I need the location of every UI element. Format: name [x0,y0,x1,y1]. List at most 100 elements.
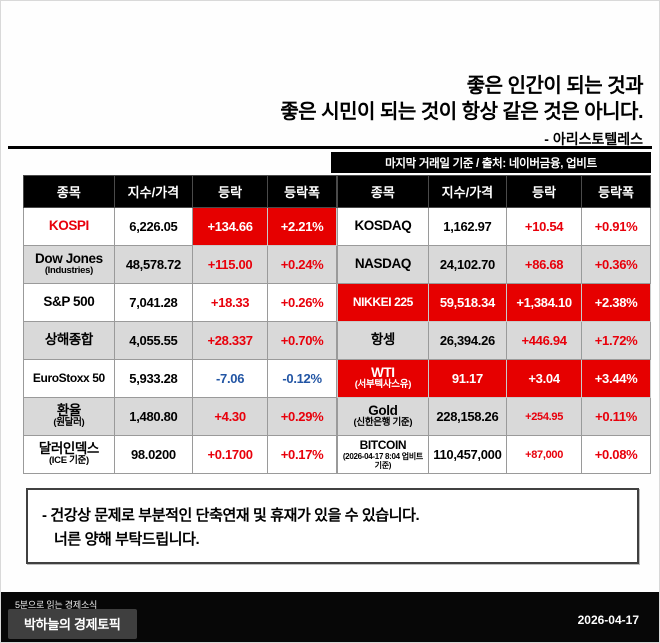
price-cell: 91.17 [427,359,508,398]
instrument-subtitle: (서부텍사스유) [354,379,412,391]
price-cell: 7,041.28 [113,283,194,322]
price-cell: 24,102.70 [427,245,508,284]
change-pct-cell: +0.26% [267,283,337,322]
market-row-kospi: KOSPI 6,226.05 +134.66 +2.21% [23,207,337,246]
left-market-table: 종목 지수/가격 등락 등락폭 KOSPI 6,226.05 +134.66 +… [23,175,337,474]
market-row-dowjones: Dow Jones (Industries) 48,578.72 +115.00… [23,245,337,284]
change-pct-cell: +0.91% [581,207,651,246]
instrument-name: NIKKEI 225 [352,294,413,309]
quote-block: 좋은 인간이 되는 것과 좋은 시민이 되는 것이 항상 같은 것은 아니다. … [280,73,643,149]
change-cell: +86.68 [506,245,583,284]
change-pct-cell: +2.21% [267,207,337,246]
market-row-hangseng: 항셍 26,394.26 +446.94 +1.72% [337,321,651,360]
change-cell: +4.30 [192,397,269,436]
instrument-name: 상해종합 [44,332,93,348]
change-pct-cell: +1.72% [581,321,651,360]
brand-badge: 박하늘의 경제토픽 [8,609,137,639]
quote-attribution: - 아리스토텔레스 [544,130,643,147]
instrument-cell: NIKKEI 225 [337,283,429,322]
change-cell: +28.337 [192,321,269,360]
price-cell: 1,480.80 [113,397,194,436]
change-cell: +254.95 [506,397,583,436]
change-cell: +115.00 [192,245,269,284]
price-cell: 26,394.26 [427,321,508,360]
market-row-gold: Gold (신한은행 기준) 228,158.26 +254.95 +0.11% [337,397,651,436]
market-row-dollarindex: 달러인덱스 (ICE 기준) 98.0200 +0.1700 +0.17% [23,435,337,474]
market-row-wti: WTI (서부텍사스유) 91.17 +3.04 +3.44% [337,359,651,398]
instrument-name: KOSDAQ [354,218,412,234]
quote-line-2: 좋은 시민이 되는 것이 항상 같은 것은 아니다. [280,101,643,124]
price-cell: 6,226.05 [113,207,194,246]
price-cell: 59,518.34 [427,283,508,322]
instrument-cell: Dow Jones (Industries) [23,245,115,284]
instrument-cell: KOSDAQ [337,207,429,246]
change-pct-cell: +0.24% [267,245,337,284]
table-header-row: 종목 지수/가격 등락 등락폭 [23,175,337,208]
instrument-name: Dow Jones [35,250,103,266]
change-cell: +3.04 [506,359,583,398]
price-cell: 4,055.55 [113,321,194,360]
change-pct-cell: +3.44% [581,359,651,398]
change-pct-cell: +0.17% [267,435,337,474]
change-pct-cell: +2.38% [581,283,651,322]
header-price: 지수/가격 [113,175,194,208]
price-cell: 110,457,000 [427,435,508,474]
source-bar: 마지막 거래일 기준 / 출처: 네이버금융, 업비트 [331,152,651,173]
header-instrument: 종목 [337,175,429,208]
price-cell: 98.0200 [113,435,194,474]
price-cell: 48,578.72 [113,245,194,284]
instrument-cell: NASDAQ [337,245,429,284]
change-cell: +18.33 [192,283,269,322]
instrument-name: KOSPI [48,218,89,234]
header-price: 지수/가격 [427,175,508,208]
instrument-name: WTI [371,364,395,380]
instrument-name: 항셍 [370,332,395,348]
quote-line-1: 좋은 인간이 되는 것과 [466,75,644,97]
change-cell: -7.06 [192,359,269,398]
market-row-shanghai: 상해종합 4,055.55 +28.337 +0.70% [23,321,337,360]
change-cell: +134.66 [192,207,269,246]
instrument-cell: 달러인덱스 (ICE 기준) [23,435,115,474]
notice-line-1: - 건강상 문제로 부분적인 단축연재 및 휴재가 있을 수 있습니다. [42,506,420,524]
instrument-cell: S&P 500 [23,283,115,322]
instrument-name: EuroStoxx 50 [32,370,105,385]
header-change-pct: 등락폭 [581,175,651,208]
market-row-nikkei: NIKKEI 225 59,518.34 +1,384.10 +2.38% [337,283,651,322]
instrument-name: 달러인덱스 [38,440,100,456]
market-row-fx: 환율 (원달러) 1,480.80 +4.30 +0.29% [23,397,337,436]
instrument-name: S&P 500 [43,294,95,310]
market-tables: 종목 지수/가격 등락 등락폭 KOSPI 6,226.05 +134.66 +… [23,175,651,474]
instrument-cell: 상해종합 [23,321,115,360]
change-pct-cell: -0.12% [267,359,337,398]
change-cell: +0.1700 [192,435,269,474]
market-row-bitcoin: BITCOIN (2026-04-17 8:04 업비트 기준) 110,457… [337,435,651,474]
change-pct-cell: +0.08% [581,435,651,474]
change-cell: +1,384.10 [506,283,583,322]
instrument-cell: WTI (서부텍사스유) [337,359,429,398]
table-header-row: 종목 지수/가격 등락 등락폭 [337,175,651,208]
header-change-pct: 등락폭 [267,175,337,208]
footer-tagline: 5분으로 읽는 경제소식 [15,600,98,610]
header-instrument: 종목 [23,175,115,208]
change-pct-cell: +0.36% [581,245,651,284]
market-row-eurostoxx: EuroStoxx 50 5,933.28 -7.06 -0.12% [23,359,337,398]
instrument-cell: EuroStoxx 50 [23,359,115,398]
price-cell: 5,933.28 [113,359,194,398]
instrument-subtitle: (신한은행 기준) [353,417,413,429]
right-market-table: 종목 지수/가격 등락 등락폭 KOSDAQ 1,162.97 +10.54 +… [337,175,651,474]
change-cell: +10.54 [506,207,583,246]
horizontal-divider [8,146,652,149]
instrument-name: Gold [368,402,398,418]
change-pct-cell: +0.11% [581,397,651,436]
instrument-cell: 항셍 [337,321,429,360]
instrument-subtitle: (Industries) [44,265,93,277]
instrument-name: BITCOIN [359,437,407,452]
instrument-cell: BITCOIN (2026-04-17 8:04 업비트 기준) [337,435,429,474]
price-cell: 1,162.97 [427,207,508,246]
footer-bar: 5분으로 읽는 경제소식 박하늘의 경제토픽 2026-04-17 [1,592,659,642]
instrument-name: 환율 [56,402,81,418]
market-row-nasdaq: NASDAQ 24,102.70 +86.68 +0.36% [337,245,651,284]
price-cell: 228,158.26 [427,397,508,436]
change-cell: +446.94 [506,321,583,360]
